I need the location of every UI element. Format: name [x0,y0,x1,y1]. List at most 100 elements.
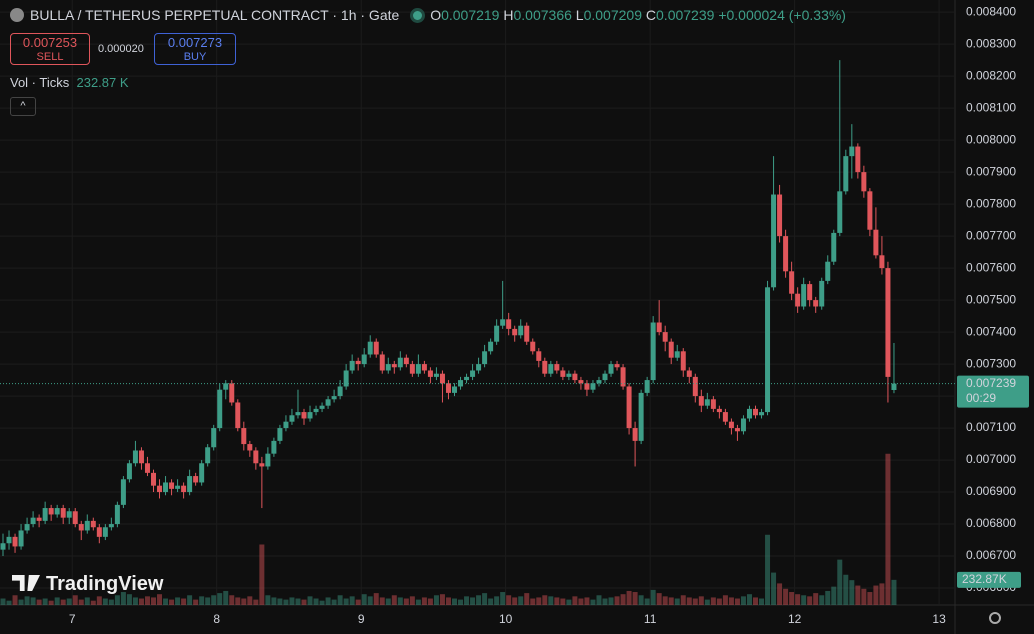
candle-body [536,351,542,361]
candle-body [90,520,96,528]
candle-body [789,271,795,294]
candle-body [728,421,734,429]
candle-body [753,408,758,416]
candle-body [120,479,126,505]
y-tick-label: 0.007600 [966,260,1016,274]
collapse-button[interactable]: ^ [10,97,36,116]
candle-body [771,194,777,288]
volume-bar [319,600,325,605]
volume-bar [614,596,620,605]
y-tick-label: 0.008200 [966,68,1016,82]
symbol[interactable]: BULLA / TETHERUS PERPETUAL CONTRACT · 1h… [30,7,400,23]
close: 0.007239 [656,7,715,23]
volume-bar [60,599,66,605]
volume-bar [759,598,765,605]
y-tick-label: 0.007800 [966,196,1016,210]
volume-bar [132,597,138,605]
volume-bar [66,598,72,605]
candle-body [578,380,584,384]
volume-bar [415,599,421,605]
volume-bar [855,585,861,605]
candle-body [566,373,572,377]
volume-bar [801,595,807,605]
volume-bar [163,598,169,605]
vol-label: Vol · Ticks [10,75,70,90]
candle-body [247,444,253,451]
volume-bar [187,595,193,605]
candle-body [325,399,331,406]
volume-bar [199,596,205,605]
volume-bar [590,599,596,605]
volume-bar [777,583,783,605]
volume-bar [373,593,379,605]
candle-body [710,399,716,409]
volume-bar [385,598,391,605]
volume-bar [746,594,752,605]
volume-bar [813,593,819,605]
candle-body [740,418,746,432]
candle-body [759,412,765,416]
volume-bar [578,598,584,605]
countdown: 00:29 [966,391,996,405]
volume-bar [692,598,698,605]
volume-bar [301,599,307,605]
volume-bar [349,596,355,605]
candle-body [421,364,427,371]
volume-bar [421,597,427,605]
volume-bar [223,590,229,605]
c-label: C [645,7,657,23]
candle-body [397,357,403,368]
volume-bar [265,595,271,605]
candle-body [108,524,114,528]
candle-body [494,325,500,342]
open: 0.007219 [441,7,500,23]
candle-body [0,543,6,550]
volume-bar [102,598,108,605]
candle-body [439,373,445,384]
volume-bar [831,586,837,605]
axis-panel [955,0,1034,634]
volume-bar [205,597,211,605]
candle-body [837,191,843,233]
candle-body [126,463,132,480]
y-tick-label: 0.008000 [966,132,1016,146]
candle-body [259,463,265,467]
candle-body [12,536,18,547]
candle-body [385,364,391,371]
candle-body [530,341,536,352]
volume-bar [704,599,710,605]
candle-body [668,341,674,358]
candle-body [873,229,879,256]
volume-bar [644,598,650,605]
sell-button[interactable]: 0.007253 SELL [10,33,90,65]
volume-bar [722,595,728,605]
candle-body [879,255,885,269]
volume-bar [849,580,855,605]
volume-bar [175,597,181,605]
candle-body [795,293,801,307]
buy-button[interactable]: 0.007273 BUY [154,33,236,65]
volume-bar [120,592,126,605]
candle-body [488,341,494,352]
settings-button[interactable] [989,612,1001,624]
volume-bar [626,590,632,605]
volume-bar [668,597,674,605]
y-tick-label: 0.006900 [966,484,1016,498]
volume-bar [259,544,265,605]
volume-bar [427,598,433,605]
candle-body [722,412,728,422]
volume-legend: Vol · Ticks 232.87 K [10,75,129,90]
volume-bar [36,599,42,605]
volume-bar [48,600,54,605]
candle-body [885,268,891,377]
volume-bar [560,598,566,605]
y-tick-label: 0.006700 [966,548,1016,562]
candle-body [801,284,807,307]
candle-body [349,360,355,371]
volume-bar [506,595,512,605]
volume-bar [439,594,445,605]
candle-body [572,373,578,381]
volume-bar [843,574,849,605]
change: +0.000024 (+0.33%) [718,7,846,23]
volume-bar [542,595,548,605]
